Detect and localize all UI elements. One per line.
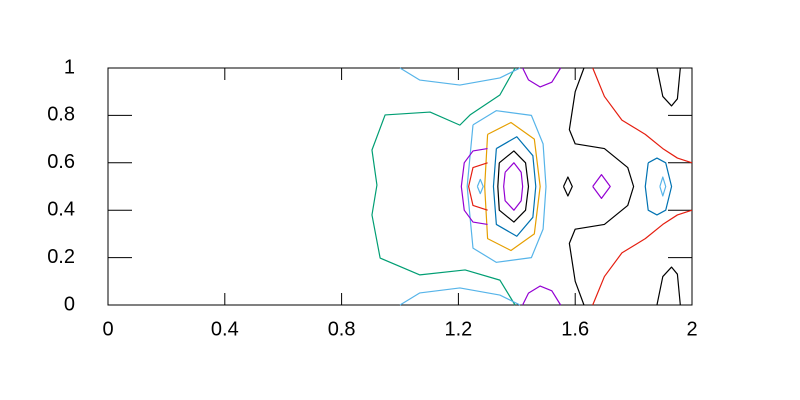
contour-line bbox=[399, 67, 521, 86]
x-tick-label: 0 bbox=[102, 318, 113, 340]
y-tick-label: 0.8 bbox=[47, 104, 75, 126]
contour-line bbox=[503, 162, 524, 211]
contour-line bbox=[568, 67, 635, 306]
contour-line bbox=[484, 121, 541, 252]
contour-line bbox=[468, 162, 488, 211]
contour-line bbox=[522, 285, 562, 306]
contour-line bbox=[466, 110, 547, 263]
plot-frame bbox=[107, 67, 693, 306]
contour-line bbox=[656, 67, 681, 107]
y-tick-label: 0.4 bbox=[47, 198, 75, 220]
contour-line bbox=[592, 67, 693, 164]
x-tick-label: 2 bbox=[686, 318, 697, 340]
x-tick-label: 1.6 bbox=[561, 318, 589, 340]
x-tick-label: 1.2 bbox=[444, 318, 472, 340]
contour-line bbox=[644, 157, 673, 216]
y-tick-label: 0.2 bbox=[47, 246, 75, 268]
contour-line bbox=[399, 287, 521, 306]
contour-line bbox=[659, 176, 667, 197]
contour-line bbox=[522, 67, 562, 88]
contour-line bbox=[592, 209, 693, 306]
contour-line bbox=[371, 67, 516, 306]
x-tick-label: 0.8 bbox=[328, 318, 356, 340]
contour-line bbox=[592, 174, 611, 199]
contour-line bbox=[656, 266, 681, 306]
x-tick-label: 0.4 bbox=[211, 318, 239, 340]
contour-line bbox=[476, 178, 484, 195]
y-tick-label: 1 bbox=[64, 56, 75, 78]
contour-line bbox=[562, 176, 573, 197]
contour-line bbox=[460, 147, 488, 226]
contour-line bbox=[492, 136, 537, 237]
y-tick-label: 0.6 bbox=[47, 151, 75, 173]
contour-line bbox=[497, 150, 530, 223]
y-tick-label: 0 bbox=[64, 293, 75, 315]
